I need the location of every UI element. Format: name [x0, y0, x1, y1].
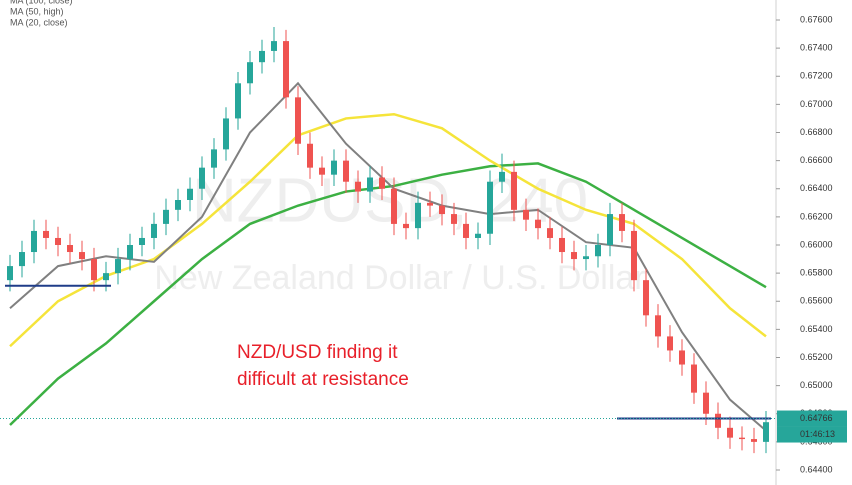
y-tick-label: 0.66200	[800, 211, 833, 221]
candle-body	[271, 41, 277, 51]
candle-body	[727, 427, 733, 438]
moving-average-line	[9, 112, 767, 348]
y-tick-label: 0.65400	[800, 324, 833, 334]
candle-body	[391, 188, 397, 224]
countdown-label: 01:46:13	[800, 429, 835, 439]
y-tick-label: 0.67400	[800, 43, 833, 53]
candle-body	[715, 413, 721, 428]
candle-body	[235, 83, 241, 119]
candle-body	[595, 245, 601, 257]
candle-body	[499, 171, 505, 182]
candle-body	[751, 439, 757, 442]
candle-body	[55, 237, 61, 245]
y-tick-label: 0.67200	[800, 71, 833, 81]
candle-body	[379, 177, 385, 189]
y-tick-label: 0.66600	[800, 155, 833, 165]
watermark-symbol: NZDUSD, 240	[192, 166, 588, 235]
candle-body	[583, 256, 589, 260]
candle-body	[247, 62, 253, 84]
legend-entry: MA (50, high)	[10, 6, 64, 16]
candle-body	[655, 315, 661, 337]
annotation: NZD/USD finding it	[237, 342, 398, 363]
candle-body	[139, 237, 145, 245]
y-tick-label: 0.65600	[800, 296, 833, 306]
watermark-name: New Zealand Dollar / U.S. Dollar	[154, 259, 645, 297]
candle-body	[31, 230, 37, 253]
candle-body	[763, 422, 769, 442]
y-tick-label: 0.64400	[800, 464, 833, 474]
y-tick-label: 0.66000	[800, 239, 833, 249]
candle-body	[343, 160, 349, 182]
annotation: difficult at resistance	[237, 369, 409, 390]
candle-body	[535, 219, 541, 229]
countdown-tag	[777, 426, 847, 443]
candle-body	[475, 233, 481, 238]
candle-body	[667, 336, 673, 351]
legend-entry: MA (100, close)	[10, 0, 73, 5]
candle-body	[415, 202, 421, 229]
y-tick-label: 0.65000	[800, 380, 833, 390]
candle-body	[187, 188, 193, 200]
candle-body	[295, 97, 301, 144]
candle-body	[175, 200, 181, 210]
candle-body	[43, 230, 49, 238]
y-tick-label: 0.66400	[800, 183, 833, 193]
price-tag	[777, 410, 847, 427]
candle-body	[283, 41, 289, 98]
candle-body	[403, 223, 409, 229]
candle-body	[79, 252, 85, 260]
candle-body	[223, 118, 229, 150]
candle-body	[487, 181, 493, 234]
candle-body	[67, 245, 73, 253]
candle-body	[703, 392, 709, 414]
candle-body	[559, 237, 565, 253]
candle-body	[643, 280, 649, 316]
candle-body	[547, 228, 553, 238]
y-tick-label: 0.67000	[800, 99, 833, 109]
legend-entry: MA (20, close)	[10, 17, 68, 27]
price-tag-label: 0.64766	[800, 413, 833, 423]
candle-body	[463, 223, 469, 238]
candle-body	[91, 259, 97, 281]
candle-body	[199, 167, 205, 189]
candle-body	[679, 350, 685, 365]
y-tick-label: 0.65200	[800, 352, 833, 362]
candle-body	[7, 266, 13, 281]
candle-body	[259, 50, 265, 63]
y-tick-label: 0.66800	[800, 127, 833, 137]
candle-body	[331, 160, 337, 175]
candle-body	[631, 230, 637, 281]
candle-body	[19, 252, 25, 267]
candle-body	[211, 149, 217, 168]
candle-body	[523, 209, 529, 220]
candle-body	[103, 273, 109, 281]
candle-body	[355, 181, 361, 192]
candle-body	[127, 245, 133, 260]
candle-body	[739, 437, 745, 440]
candle-body	[307, 143, 313, 168]
candle-body	[607, 214, 613, 245]
candle-body	[571, 252, 577, 260]
candle-body	[451, 214, 457, 224]
candle-body	[151, 223, 157, 238]
candle-body	[511, 171, 517, 210]
candle-body	[619, 214, 625, 231]
candle-body	[427, 202, 433, 206]
candle-body	[439, 205, 445, 215]
candle-body	[691, 364, 697, 393]
candle-body	[367, 177, 373, 192]
candle-body	[163, 209, 169, 224]
y-tick-label: 0.65800	[800, 268, 833, 278]
y-tick-label: 0.67600	[800, 14, 833, 24]
candle-body	[319, 167, 325, 175]
candle-body	[115, 259, 121, 274]
